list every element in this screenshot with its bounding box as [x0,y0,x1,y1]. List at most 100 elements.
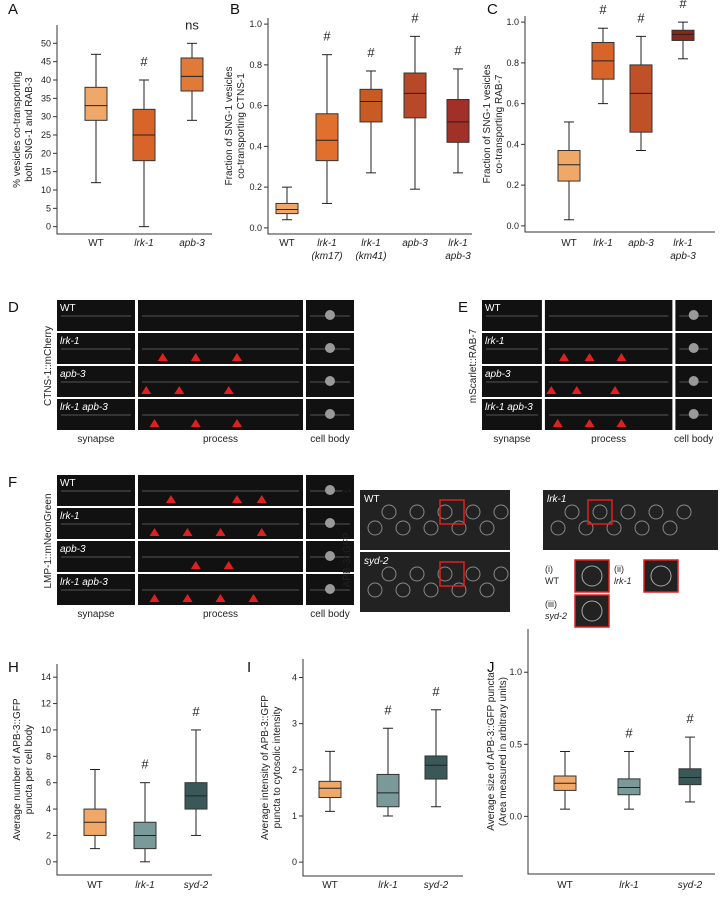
box [629,64,653,133]
cell [465,504,481,520]
arrowhead [232,495,242,503]
x-tick-label: apb-3 [402,238,428,249]
y-axis-label-line: Average number of APB-3::GFP [12,698,23,840]
x-tick-label-line: lrk-1 [673,238,692,249]
cell [578,520,594,536]
row-label: apb-3 [60,544,86,555]
y-axis-label: Fraction of SNG-1 vesiclesco-transportin… [224,67,247,186]
panel-letter: G [340,487,352,504]
cell [409,566,425,582]
axis [56,25,212,235]
cell [676,504,692,520]
x-tick-label: syd-2 [678,880,703,891]
inset-label: (i) [545,564,553,574]
y-axis-label-line: (Area measured in arbitrary units) [498,677,509,826]
x-tick-label-line: lrk-1 [448,238,467,249]
x-tick-label-line: apb-3 [445,251,471,262]
cell [381,566,397,582]
inset-label: (iii) [545,599,557,609]
x-tick-label: lrk-1 [134,238,153,249]
cell [662,520,678,536]
y-axis-label: % vesicles co-transportingboth SNG-1 and… [12,71,35,188]
arrowhead [559,353,570,361]
box [424,755,448,780]
arrowhead [248,594,259,602]
arrowhead [616,419,627,427]
x-tick-label-line: WT [279,238,295,249]
row-label: lrk-1 [60,336,79,347]
micrograph [360,490,510,550]
x-tick-label-line: syd-2 [424,880,449,891]
y-tick-label: 3 [292,719,297,729]
x-tick-label-line: (km17) [311,251,342,262]
y-tick-label: 30 [41,112,51,122]
x-tick-label: lrk-1 (km41) [355,238,386,262]
y-axis-label-line: Average size of APB-3::GFP puncta [486,672,497,831]
box [359,88,383,123]
y-axis-label: Average number of APB-3::GFPpuncta per c… [12,698,35,840]
y-tick-label: 0.2 [249,182,262,192]
x-tick-label-line: WT [87,880,103,891]
row-label: WT [485,303,501,314]
panel-letter: I [247,659,251,676]
x-tick-label: WT [279,238,295,249]
x-tick-label: WT [557,880,573,891]
cell [550,520,566,536]
cell [423,520,439,536]
y-tick-label: 2 [46,830,51,840]
row-label: lrk-1 apb-3 [60,577,108,588]
cell [606,520,622,536]
inset-label: syd-2 [545,611,567,621]
cell-body [325,485,335,495]
y-tick-label: 0.8 [249,60,262,70]
y-tick-label: 10 [41,185,51,195]
y-tick-label: 0.0 [249,223,262,233]
y-tick-label: 0.5 [509,739,522,749]
axis [527,629,715,875]
axis [302,659,463,877]
inset-cell [581,600,603,622]
annotation: # [432,684,440,699]
annotation: # [686,711,694,726]
cell [395,520,411,536]
y-tick-label: 25 [41,130,51,140]
arrowhead [166,495,176,503]
arrowhead [215,594,226,602]
arrowhead [232,353,242,361]
stain-label: mScarlet::RAB-7 [468,328,479,403]
annotation: # [411,10,419,25]
y-tick-label: 1.0 [506,17,519,27]
box [376,773,400,808]
x-tick-label-line: lrk-1 [378,880,397,891]
arrowhead [215,528,226,536]
y-tick-label: 0.0 [506,221,519,231]
y-tick-label: 12 [41,699,51,709]
arrowhead [584,353,595,361]
annotation: # [679,0,687,11]
x-tick-label-line: syd-2 [184,880,209,891]
panel-letter: H [8,659,19,676]
y-axis-label-line: Fraction of SNG-1 vesicles [482,65,493,184]
axis [524,16,715,233]
y-tick-label: 10 [41,725,51,735]
inset [643,559,679,593]
y-tick-label: 50 [41,38,51,48]
x-tick-label-line: apb-3 [628,238,654,249]
arrowhead [149,594,160,602]
annotation: # [599,2,607,17]
x-tick-label-line: WT [322,880,338,891]
y-axis-label-line: co-transporting RAB-7 [494,74,505,173]
row-label: apb-3 [60,369,86,380]
micrograph [360,552,510,612]
x-tick-label-line: WT [88,238,104,249]
stain-label: LMP-1::mNeonGreen [43,493,54,588]
panel-letter: A [8,1,18,18]
y-tick-label: 4 [46,804,51,814]
inset-label: lrk-1 [614,576,632,586]
cell-body [325,376,335,386]
inset [574,594,610,628]
cell-body [688,310,699,320]
y-tick-label: 0 [46,857,51,867]
x-tick-label-line: apb-3 [670,251,696,262]
x-tick-label: lrk-1 [378,880,397,891]
